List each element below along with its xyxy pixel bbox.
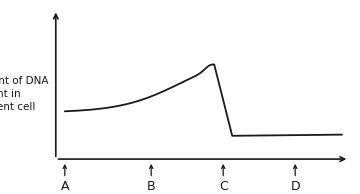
Text: A: A: [60, 180, 69, 193]
Text: D: D: [291, 180, 300, 193]
Text: B: B: [147, 180, 156, 193]
Text: C: C: [219, 180, 228, 193]
Text: Amount of DNA
present in
recipient cell: Amount of DNA present in recipient cell: [0, 76, 49, 112]
